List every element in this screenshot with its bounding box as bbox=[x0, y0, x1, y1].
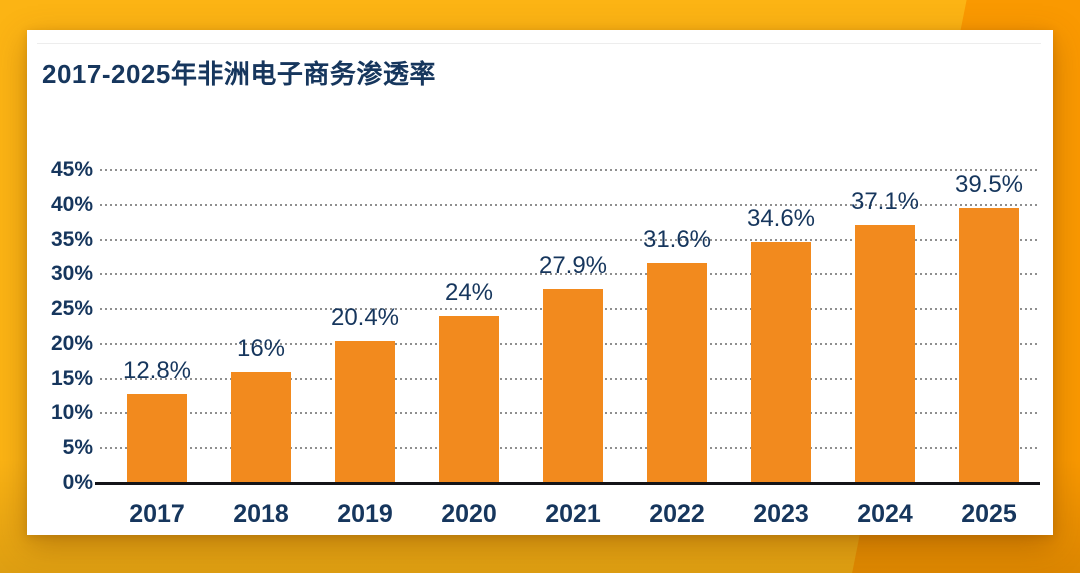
x-axis-line bbox=[95, 482, 1040, 485]
chart-card: 2017-2025年非洲电子商务渗透率 0% 5% 10% 15% 20% 25% 30% 3… bbox=[27, 30, 1053, 535]
y-axis-tick-label: 25% bbox=[50, 297, 93, 321]
chart-title: 2017-2025年非洲电子商务渗透率 bbox=[42, 59, 436, 89]
bar-2019 bbox=[335, 341, 395, 483]
gridline bbox=[100, 273, 1040, 276]
bar-value-label: 31.6% bbox=[642, 226, 712, 254]
y-axis-tick-label: 15% bbox=[50, 366, 93, 390]
bar-2018 bbox=[231, 371, 291, 483]
y-axis-tick-label: 45% bbox=[50, 158, 93, 181]
bar-value-label: 20.4% bbox=[330, 304, 400, 332]
bar-2023 bbox=[751, 242, 811, 483]
x-axis-tick-label: 2025 bbox=[961, 500, 1017, 528]
bar-value-label: 16% bbox=[236, 334, 286, 362]
y-axis-tick-label: 35% bbox=[50, 227, 93, 251]
x-axis-tick-label: 2024 bbox=[857, 500, 913, 528]
y-axis-tick-label: 40% bbox=[50, 192, 93, 216]
bar-value-label: 39.5% bbox=[954, 171, 1024, 199]
bar-value-label: 24% bbox=[444, 279, 494, 307]
y-axis-tick-label: 10% bbox=[50, 401, 93, 425]
x-axis-tick-label: 2020 bbox=[441, 500, 497, 528]
gridline bbox=[100, 203, 1040, 206]
bar-2024 bbox=[855, 224, 915, 483]
bar-2021 bbox=[543, 288, 603, 483]
bar-value-label: 27.9% bbox=[538, 251, 608, 279]
bar-value-label: 12.8% bbox=[122, 356, 192, 384]
y-axis-tick-label: 5% bbox=[62, 436, 93, 460]
bar-2025 bbox=[959, 208, 1019, 483]
bar-2022 bbox=[647, 263, 707, 483]
x-axis-tick-label: 2022 bbox=[649, 500, 705, 528]
bar-chart: 0% 5% 10% 15% 20% 25% 30% 35% 40% 45% 12.8% 2017 16%… bbox=[27, 30, 1053, 535]
y-axis-tick-label: 20% bbox=[50, 331, 93, 355]
bar-value-label: 37.1% bbox=[850, 187, 920, 215]
x-axis-tick-label: 2023 bbox=[753, 500, 809, 528]
bar-value-label: 34.6% bbox=[746, 205, 816, 233]
y-axis-tick-label: 30% bbox=[50, 262, 93, 286]
x-axis-tick-label: 2019 bbox=[337, 500, 393, 528]
x-axis-tick-label: 2021 bbox=[545, 500, 601, 528]
gridline bbox=[100, 169, 1040, 171]
bar-2017 bbox=[127, 393, 187, 483]
gridline bbox=[100, 238, 1040, 241]
x-axis-tick-label: 2017 bbox=[129, 500, 185, 528]
bar-2020 bbox=[439, 316, 499, 483]
card-top-divider bbox=[37, 43, 1041, 44]
y-axis-tick-label: 0% bbox=[62, 471, 93, 494]
x-axis-tick-label: 2018 bbox=[233, 500, 289, 528]
